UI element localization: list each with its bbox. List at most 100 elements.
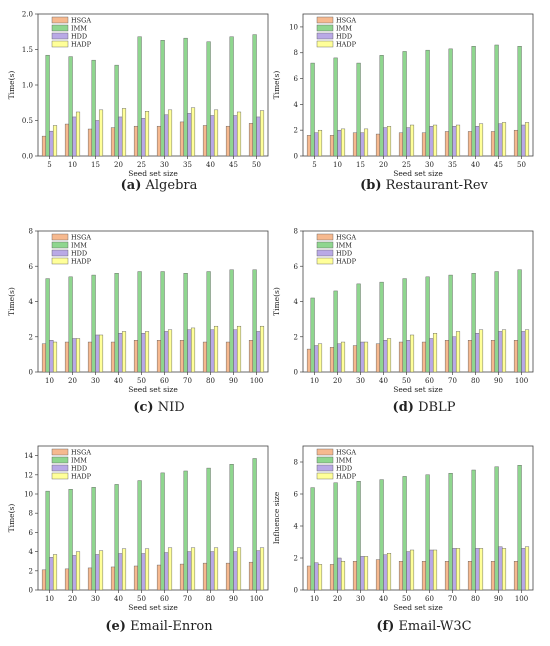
panel-caption: (c) NID (133, 400, 184, 415)
y-axis-label: Time(s) (272, 71, 281, 100)
panel-caption: (b) Restaurant-Rev (360, 178, 488, 193)
legend-label-hdd: HDD (71, 465, 87, 473)
bar-hadp (190, 327, 196, 373)
legend-label-hsga: HSGA (71, 234, 91, 242)
bar-imm (206, 467, 211, 591)
x-axis-label: Seed set size (128, 385, 178, 394)
bar-imm (310, 62, 315, 157)
bar-hsga (421, 561, 427, 591)
legend-swatch-hsga (51, 233, 69, 241)
bar-imm (160, 472, 165, 591)
bar-hdd (337, 557, 342, 591)
bar-hdd (233, 115, 238, 157)
x-tick-label: 20 (114, 161, 123, 169)
caption-title: Email-Enron (126, 619, 213, 634)
bar-imm (448, 274, 453, 373)
y-tick-label: 4 (294, 523, 299, 531)
bar-hdd (72, 555, 77, 591)
x-tick-label: 80 (471, 595, 480, 603)
legend-swatch-hadp (51, 257, 69, 265)
caption-letter: (c) (133, 400, 153, 415)
y-tick-label: 4 (294, 298, 299, 306)
bar-imm (310, 487, 315, 591)
bar-hsga (513, 561, 519, 591)
bar-imm (333, 57, 338, 157)
bar-hadp (317, 129, 323, 157)
legend-label-hdd: HDD (336, 33, 352, 41)
bar-imm (517, 465, 522, 591)
bar-hsga (329, 135, 335, 157)
legend-label-imm: IMM (71, 457, 87, 465)
x-tick-label: 25 (402, 161, 411, 169)
bar-hadp (455, 124, 461, 157)
legend-swatch-hdd (316, 249, 334, 257)
bar-hadp (501, 548, 507, 591)
bar-hsga (179, 340, 185, 373)
legend-swatch-imm (316, 456, 334, 464)
x-tick-label: 10 (45, 595, 54, 603)
bar-hdd (452, 126, 457, 157)
bar-hadp (524, 122, 530, 157)
bar-hadp (524, 329, 530, 373)
bar-imm (402, 51, 407, 157)
bar-hadp (432, 124, 438, 157)
bar-hsga (64, 568, 70, 591)
bar-hdd (118, 116, 123, 157)
legend-swatch-hadp (51, 40, 69, 48)
bar-hdd (521, 124, 526, 157)
x-tick-label: 80 (206, 377, 215, 385)
bar-hsga (225, 341, 231, 373)
bar-hsga (444, 561, 450, 591)
bar-hadp (213, 109, 219, 157)
legend-label-hadp: HADP (336, 258, 357, 266)
y-tick-label: 4 (294, 101, 299, 109)
y-tick-label: 6 (29, 529, 34, 537)
y-tick-label: 8 (294, 459, 298, 467)
bar-hsga (513, 340, 519, 373)
x-tick-label: 70 (183, 377, 192, 385)
legend-label-hadp: HADP (336, 473, 357, 481)
x-tick-label: 15 (91, 161, 100, 169)
legend-swatch-hdd (51, 32, 69, 40)
x-tick-label: 15 (356, 161, 365, 169)
legend-swatch-hadp (316, 257, 334, 265)
legend-label-hdd: HDD (336, 465, 352, 473)
bar-imm (252, 458, 257, 591)
bar-hadp (455, 548, 461, 591)
bar-imm (494, 466, 499, 591)
x-tick-label: 70 (448, 595, 457, 603)
caption-title: NID (154, 400, 185, 415)
panel-caption: (e) Email-Enron (105, 619, 213, 634)
bar-hadp (409, 124, 415, 157)
legend-swatch-hdd (316, 464, 334, 472)
bar-imm (425, 49, 430, 157)
bar-hadp (144, 548, 150, 591)
bar-hadp (144, 111, 150, 157)
bar-imm (160, 40, 165, 157)
x-tick-label: 35 (448, 161, 457, 169)
x-tick-label: 50 (137, 377, 146, 385)
y-tick-label: 2 (294, 333, 298, 341)
bar-hsga (179, 563, 185, 591)
bar-imm (91, 487, 96, 591)
y-tick-label: 4 (29, 548, 34, 556)
legend-label-imm: IMM (336, 25, 352, 33)
bar-hadp (501, 329, 507, 373)
bar-hsga (513, 129, 519, 157)
bar-hdd (475, 548, 480, 591)
bar-hdd (141, 553, 146, 591)
bar-imm (252, 269, 257, 373)
bar-hadp (144, 331, 150, 373)
bar-hsga (87, 567, 93, 591)
bar-hdd (49, 130, 54, 157)
bar-hdd (406, 340, 411, 373)
bar-imm (356, 62, 361, 157)
bar-hdd (210, 551, 215, 591)
bar-imm (229, 269, 234, 373)
bar-hsga (306, 348, 312, 373)
y-tick-label: 2 (29, 333, 33, 341)
bar-imm (494, 271, 499, 373)
bar-hdd (521, 331, 526, 373)
bar-hsga (133, 340, 139, 373)
